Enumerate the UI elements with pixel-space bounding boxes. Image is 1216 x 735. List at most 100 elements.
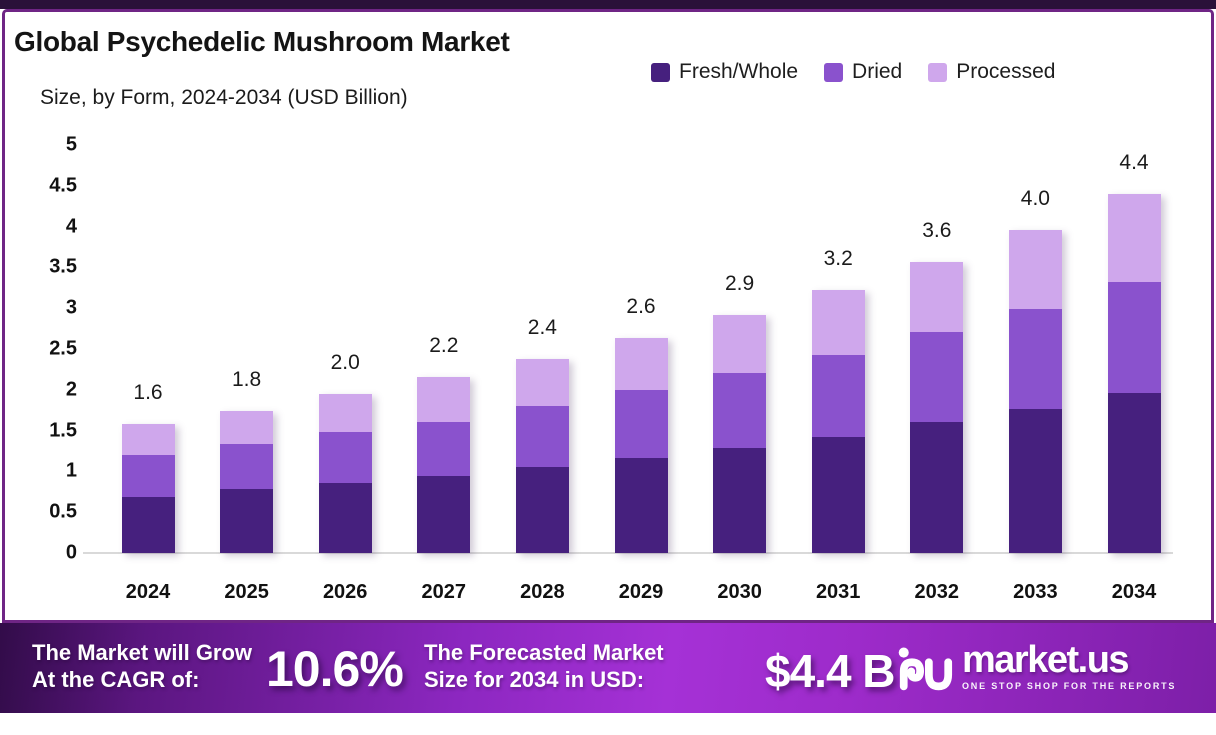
chart-subtitle: Size, by Form, 2024-2034 (USD Billion)	[40, 86, 408, 109]
bar-group-2032	[910, 261, 964, 553]
marketus-logo-icon	[898, 647, 953, 691]
cagr-label: The Market will Grow At the CAGR of:	[32, 639, 252, 693]
bar-total-label: 1.6	[133, 381, 163, 405]
bar-segment-dried	[614, 389, 668, 458]
bar-group-2027	[417, 376, 471, 553]
bar-segment-fresh-whole	[417, 476, 471, 553]
bar-group-2034	[1107, 193, 1161, 553]
y-tick-label: 4	[65, 215, 77, 238]
x-axis-line	[83, 552, 1173, 554]
cagr-label-line2: At the CAGR of:	[32, 667, 200, 692]
chart-legend: Fresh/Whole Dried Processed	[651, 60, 1055, 84]
forecast-label: The Forecasted Market Size for 2034 in U…	[424, 639, 664, 693]
bar-segment-processed	[1107, 193, 1161, 283]
y-tick-label: 5	[65, 133, 77, 156]
forecast-label-line2: Size for 2034 in USD:	[424, 667, 645, 692]
bar-segment-processed	[811, 290, 865, 355]
brand-block: market.us ONE STOP SHOP FOR THE REPORTS	[962, 640, 1176, 691]
bar-segment-fresh-whole	[1107, 393, 1161, 553]
bar-segment-processed	[515, 358, 569, 407]
bar-segment-processed	[417, 376, 471, 422]
bar-segment-processed	[220, 411, 274, 445]
bar-total-label: 2.0	[330, 350, 360, 374]
bar-group-2030	[713, 314, 767, 553]
legend-swatch	[651, 62, 670, 82]
bar-total-label: 2.4	[527, 315, 557, 339]
bar-total-label: 3.6	[922, 218, 952, 242]
brand-name: market.us	[962, 639, 1130, 681]
bar-segment-dried	[220, 444, 274, 490]
x-tick-label: 2033	[1013, 581, 1058, 603]
bar-segment-fresh-whole	[318, 482, 372, 553]
bar-group-2025	[220, 411, 274, 553]
brand-tagline: ONE STOP SHOP FOR THE REPORTS	[962, 681, 1177, 691]
legend-item-processed: Processed	[928, 60, 1055, 84]
bar-segment-dried	[1107, 282, 1161, 394]
legend-label: Fresh/Whole	[679, 60, 799, 83]
bar-total-label: 4.0	[1020, 186, 1050, 210]
y-tick-label: 3	[65, 296, 77, 319]
bar-total-label: 2.2	[429, 333, 459, 357]
x-tick-label: 2025	[224, 581, 269, 603]
bar-segment-fresh-whole	[811, 437, 865, 553]
bar-total-label: 2.9	[724, 271, 755, 295]
legend-item-fresh-whole: Fresh/Whole	[651, 60, 798, 84]
y-tick-label: 3.5	[49, 255, 77, 278]
x-tick-label: 2031	[815, 581, 861, 603]
bar-segment-fresh-whole	[713, 447, 767, 553]
x-tick-label: 2032	[914, 581, 960, 603]
x-tick-label: 2027	[421, 581, 467, 603]
bar-segment-processed	[318, 393, 372, 433]
x-tick-label: 2030	[717, 581, 762, 603]
bar-segment-processed	[713, 314, 767, 374]
y-tick-label: 2.5	[49, 337, 77, 360]
y-tick-label: 4.5	[49, 174, 77, 197]
bar-segment-dried	[121, 455, 175, 497]
bar-group-2024	[121, 424, 175, 553]
bar-segment-fresh-whole	[1008, 409, 1062, 553]
bar-total-label: 3.2	[823, 247, 853, 271]
bar-segment-processed	[910, 261, 964, 332]
legend-label: Dried	[852, 60, 903, 83]
legend-label: Processed	[956, 60, 1056, 83]
bar-segment-fresh-whole	[515, 467, 569, 553]
bar-total-label: 4.4	[1119, 150, 1149, 174]
bar-segment-dried	[1008, 309, 1062, 410]
y-tick-label: 0	[65, 541, 77, 564]
cagr-value: 10.6%	[266, 641, 404, 697]
chart-card: Global Psychedelic Mushroom Market Size,…	[2, 9, 1214, 623]
bar-segment-fresh-whole	[121, 496, 175, 553]
bar-total-label: 1.8	[231, 368, 262, 392]
bar-group-2033	[1008, 229, 1062, 553]
bar-group-2026	[318, 393, 372, 553]
bar-total-label: 2.6	[626, 294, 656, 318]
y-tick-label: 2	[65, 378, 77, 401]
bar-group-2031	[811, 290, 865, 553]
chart-title: Global Psychedelic Mushroom Market	[14, 26, 510, 57]
bar-segment-processed	[121, 424, 175, 456]
cagr-label-line1: The Market will Grow	[32, 640, 253, 665]
top-accent-strip	[0, 0, 1216, 9]
bar-group-2029	[614, 337, 668, 553]
x-tick-label: 2024	[125, 581, 171, 603]
legend-item-dried: Dried	[824, 60, 902, 84]
legend-swatch	[928, 62, 948, 82]
bar-segment-dried	[318, 432, 372, 483]
forecast-label-line1: The Forecasted Market	[424, 640, 664, 665]
x-tick-label: 2034	[1111, 581, 1157, 603]
bar-segment-processed	[614, 337, 668, 390]
bar-segment-processed	[1008, 229, 1062, 309]
bar-segment-fresh-whole	[910, 422, 964, 553]
bar-segment-dried	[713, 373, 767, 448]
y-tick-label: 0.5	[49, 500, 77, 523]
bar-segment-dried	[811, 354, 865, 438]
bar-group-2028	[515, 358, 569, 553]
bar-segment-fresh-whole	[614, 457, 668, 553]
y-tick-label: 1	[65, 459, 77, 482]
bar-segment-dried	[910, 331, 964, 423]
x-tick-label: 2026	[322, 581, 368, 603]
bar-segment-fresh-whole	[220, 489, 274, 553]
x-tick-label: 2028	[520, 581, 565, 603]
y-tick-label: 1.5	[49, 419, 77, 442]
